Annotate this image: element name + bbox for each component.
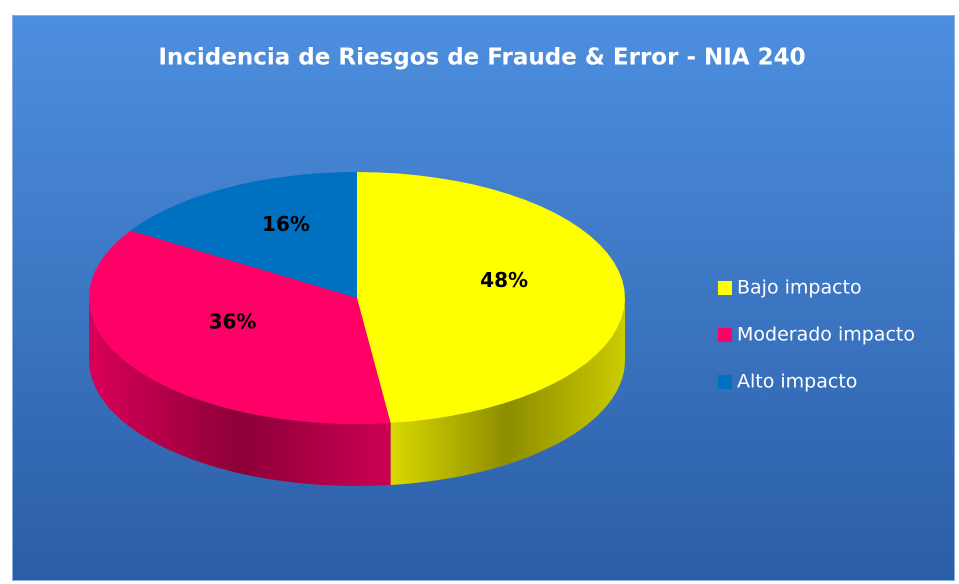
slice-side-shade [390,298,625,486]
pie: 48% 36% 16% [89,172,625,486]
data-label: 16% [262,212,310,236]
chart-title: Incidencia de Riesgos de Fraude & Error … [158,45,805,71]
data-label: 36% [209,310,257,334]
legend-label: Moderado impacto [737,324,915,346]
slice [130,172,357,298]
legend-swatch [718,328,732,342]
legend-label: Alto impacto [737,371,857,393]
legend-swatch [718,375,732,389]
legend: Bajo impacto Moderado impacto Alto impacto [718,277,915,393]
data-label: 48% [480,268,528,292]
slice [357,172,625,424]
legend-label: Bajo impacto [737,277,862,299]
slice-side-shade [89,298,391,486]
legend-swatch [718,281,732,295]
slice [89,230,391,424]
